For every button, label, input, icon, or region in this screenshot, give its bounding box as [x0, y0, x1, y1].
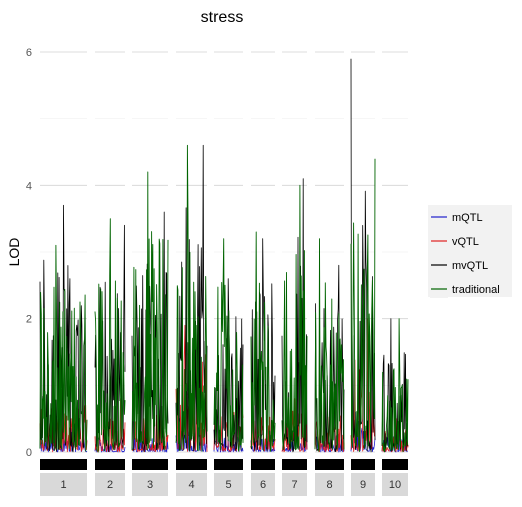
facet-strip-label: 3	[147, 479, 153, 491]
panel-chr-10: 10	[381, 30, 409, 496]
series-line-traditional	[94, 218, 126, 453]
legend-label-traditional: traditional	[452, 284, 500, 296]
chart-title: stress	[201, 9, 244, 26]
facet-strip-label: 6	[260, 479, 266, 491]
series-line-traditional	[350, 158, 376, 453]
facet-strip	[282, 473, 307, 496]
panel-chr-8: 8	[314, 30, 345, 496]
facet-strip-label: 8	[326, 479, 332, 491]
panel-chr-3: 3	[131, 30, 169, 496]
panel-chr-4: 4	[175, 30, 208, 496]
facet-strip-label: 2	[107, 479, 113, 491]
facet-strip-label: 5	[225, 479, 231, 491]
facet-strip-label: 1	[60, 479, 66, 491]
panel-chr-6: 6	[250, 30, 276, 496]
series-line-mvqtl	[213, 278, 244, 452]
facet-strip	[132, 473, 168, 496]
facet-strip	[214, 473, 243, 496]
facet-strip	[176, 473, 207, 496]
marker-rug	[95, 459, 125, 470]
facet-strip	[251, 473, 275, 496]
panel-chr-7: 7	[281, 30, 308, 496]
marker-rug	[315, 459, 344, 470]
legend-label-mqtl: mQTL	[452, 212, 483, 224]
series-line-traditional	[131, 171, 169, 451]
facet-strip	[382, 473, 408, 496]
marker-rug	[251, 459, 275, 470]
panel-chr-2: 2	[94, 30, 126, 496]
y-tick-label: 6	[26, 47, 32, 59]
series-line-mvqtl	[94, 224, 126, 453]
marker-rug	[351, 459, 375, 470]
series-line-traditional	[381, 318, 409, 453]
y-axis-label: LOD	[6, 238, 22, 267]
series-line-traditional	[314, 238, 345, 452]
panel-chr-1: 1	[39, 30, 88, 496]
marker-rug	[40, 459, 87, 470]
facet-strip-label: 10	[389, 479, 401, 491]
y-tick-label: 0	[26, 447, 32, 459]
series-line-traditional	[281, 184, 308, 451]
legend-label-vqtl: vQTL	[452, 236, 479, 248]
facet-strip-label: 4	[188, 479, 194, 491]
facet-strip-label: 7	[291, 479, 297, 491]
legend-label-mvqtl: mvQTL	[452, 260, 488, 272]
panel-chr-5: 5	[213, 30, 244, 496]
marker-rug	[132, 459, 168, 470]
series-line-traditional	[39, 244, 88, 452]
series-line-traditional	[213, 238, 244, 452]
facet-strip	[351, 473, 375, 496]
facet-strip	[95, 473, 125, 496]
marker-rug	[176, 459, 207, 470]
facet-strip	[40, 473, 87, 496]
series-line-traditional	[175, 144, 208, 452]
panel-chr-9: 9	[350, 30, 376, 496]
marker-rug	[382, 459, 408, 470]
y-tick-label: 4	[26, 180, 32, 192]
facet-strip	[315, 473, 344, 496]
y-tick-label: 2	[26, 314, 32, 326]
facet-strip-label: 9	[360, 479, 366, 491]
marker-rug	[214, 459, 243, 470]
marker-rug	[282, 459, 307, 470]
series-line-traditional	[250, 231, 276, 452]
